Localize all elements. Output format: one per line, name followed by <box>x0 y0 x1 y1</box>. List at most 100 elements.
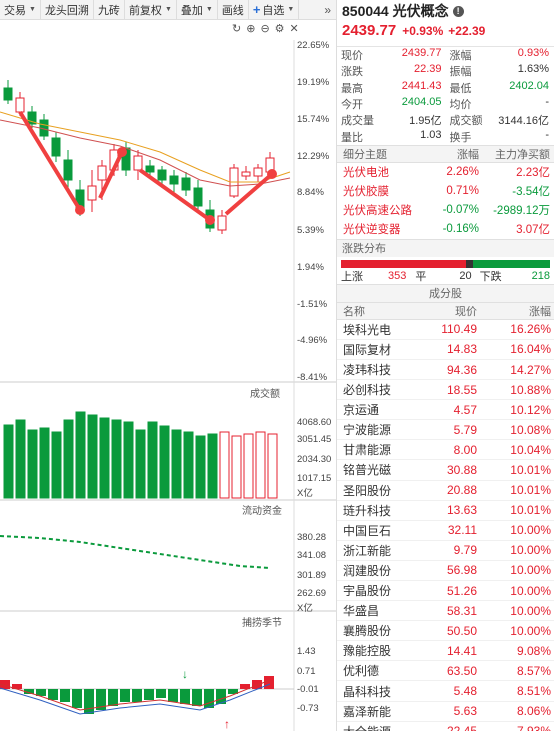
axis-label: -0.01 <box>297 684 319 695</box>
axis-label: 4068.60 <box>297 417 332 428</box>
stock-row[interactable]: 润建股份 56.98 10.00% <box>337 561 554 581</box>
change-percent: +0.93% <box>402 24 444 38</box>
stock-row[interactable]: 铭普光磁 30.88 10.01% <box>337 460 554 481</box>
stock-row[interactable]: 宁波能源 5.79 10.08% <box>337 420 554 441</box>
info-icon[interactable]: ! <box>452 5 464 17</box>
stock-row[interactable]: 国际复材 14.83 16.04% <box>337 340 554 360</box>
stock-price: 94.36 <box>446 362 477 377</box>
stock-name: 晶科科技 <box>343 684 392 699</box>
axis-label: 19.19% <box>297 77 330 88</box>
oscillator-bar <box>96 689 106 710</box>
candle-body <box>27 111 37 125</box>
current-price: 2439.77 <box>342 22 397 39</box>
topic-pct: 2.26% <box>446 166 479 179</box>
stock-row[interactable]: 大全能源22.457.93% <box>337 722 554 731</box>
stock-row[interactable]: 华盛昌 58.31 10.00% <box>337 601 554 622</box>
stock-row[interactable]: 凌玮科技 94.36 14.27% <box>337 360 554 381</box>
topic-row[interactable]: 光伏逆变器 -0.16% 3.07亿 <box>337 220 554 239</box>
stock-row[interactable]: 襄腾股份 50.50 10.00% <box>337 621 554 642</box>
more-icon[interactable]: » <box>324 2 331 17</box>
topic-row[interactable]: 光伏胶膜 0.71% -3.54亿 <box>337 182 554 201</box>
oscillator-bar <box>84 689 94 714</box>
stock-row[interactable]: 必创科技 18.55 10.88% <box>337 380 554 401</box>
stock-row[interactable]: 京运通 4.57 10.12% <box>337 400 554 421</box>
zoom-in-icon[interactable]: ⊕ <box>246 23 256 35</box>
oscillator-bar <box>132 689 142 702</box>
zoom-out-icon[interactable]: ⊖ <box>260 23 270 35</box>
price-line: 2439.77 +0.93% +22.39 <box>337 22 554 46</box>
annotation-arrow <box>98 151 124 199</box>
stock-pct: 10.12% <box>510 402 551 417</box>
overlay-menu-label: 叠加 <box>180 4 203 17</box>
topics-header-net[interactable]: 主力净买额 <box>495 148 550 161</box>
axis-label: 341.08 <box>297 550 327 561</box>
trade-menu[interactable]: 交易 ▼ <box>0 0 41 20</box>
adjust-menu[interactable]: 前复权 ▼ <box>125 0 177 20</box>
oscillator-bar <box>156 689 166 698</box>
stock-row[interactable]: 宇晶股份 51.26 10.00% <box>337 581 554 602</box>
topics-header-pct[interactable]: 涨幅 <box>457 148 479 161</box>
distribution-flat-segment <box>465 259 473 268</box>
topic-row[interactable]: 光伏高速公路 -0.07% -2989.12万 <box>337 201 554 220</box>
add-watchlist-label: 自选 <box>262 4 285 17</box>
stock-name: 中国巨石 <box>343 523 392 538</box>
ma-line <box>0 111 291 183</box>
stock-row[interactable]: 中国巨石 32.11 10.00% <box>337 521 554 541</box>
stock-price: 56.98 <box>446 563 477 578</box>
const-header-price[interactable]: 现价 <box>455 305 477 318</box>
quote-label: 涨跌 <box>341 66 363 79</box>
stock-price: 4.57 <box>453 402 477 417</box>
stock-row[interactable]: 甘肃能源 8.00 10.04% <box>337 440 554 461</box>
overlay-menu[interactable]: 叠加 ▼ <box>177 0 218 20</box>
index-header: 850044 光伏概念 ! <box>337 0 554 22</box>
candle-body <box>181 177 191 191</box>
chevron-down-icon: ▼ <box>287 6 295 13</box>
topic-row[interactable]: 光伏电池 2.26% 2.23亿 <box>337 163 554 182</box>
stock-row[interactable]: 圣阳股份 20.88 10.01% <box>337 481 554 501</box>
stock-pct: 10.00% <box>510 563 551 578</box>
kline-chart[interactable]: ↓↑ <box>0 20 336 731</box>
nine-brick-button[interactable]: 九砖 <box>94 0 125 20</box>
stock-row[interactable]: 豫能控股 14.41 9.08% <box>337 641 554 662</box>
refresh-icon[interactable]: ↻ <box>232 23 242 35</box>
stock-price: 9.79 <box>453 543 477 558</box>
stock-row[interactable]: 浙江新能 9.79 10.00% <box>337 541 554 561</box>
stock-name: 凌玮科技 <box>343 363 392 378</box>
quote-label: 最低 <box>449 82 472 95</box>
leader-backtrack-button[interactable]: 龙头回溯 <box>41 0 94 20</box>
candle-body <box>63 159 73 181</box>
stock-price: 5.63 <box>453 704 477 719</box>
volume-bar <box>87 414 98 499</box>
distribution-bar <box>341 259 550 268</box>
constituents-list: 埃科光电 110.49 16.26% 国际复材 14.83 16.04% 凌玮科技 94.36… <box>337 320 554 731</box>
axis-label: 3051.45 <box>297 434 332 445</box>
stock-row[interactable]: 优利德 63.50 8.57% <box>337 661 554 682</box>
volume-bar <box>267 433 278 499</box>
quote-label: 振幅 <box>449 66 472 79</box>
stock-pct: 10.00% <box>510 603 551 618</box>
axis-label: X亿 <box>297 603 313 614</box>
add-watchlist-button[interactable]: + 自选 ▼ <box>249 0 300 20</box>
arrow-head <box>75 205 85 215</box>
oscillator-bar <box>120 689 130 702</box>
axis-label: 8.84% <box>297 187 324 198</box>
kline-chart-area[interactable]: ↓ ↑ ↻ ⊕ ⊖ ⚙ ✕ 22.65% 19.19% 15.74% 12.29%… <box>0 20 336 731</box>
stock-row[interactable]: 嘉泽新能 5.63 8.06% <box>337 702 554 722</box>
stock-name: 国际复材 <box>343 342 392 357</box>
stock-name: 铭普光磁 <box>343 463 392 478</box>
stock-name: 华盛昌 <box>343 604 380 619</box>
stock-row[interactable]: 埃科光电 110.49 16.26% <box>337 320 554 340</box>
settings-icon[interactable]: ⚙ <box>274 23 285 35</box>
const-header-pct[interactable]: 涨幅 <box>529 305 551 318</box>
volume-panel-label: 成交额 <box>248 385 282 400</box>
up-label: 上涨 <box>341 270 363 283</box>
draw-line-button[interactable]: 画线 <box>218 0 249 20</box>
volume-bar <box>243 433 254 499</box>
stock-price: 58.31 <box>446 603 477 618</box>
stock-row[interactable]: 晶科科技 5.48 8.51% <box>337 681 554 702</box>
chart-toolbar: 交易 ▼ 龙头回溯 九砖 前复权 ▼ 叠加 ▼ 画线 + 自选 ▼ » <box>0 0 336 20</box>
stock-row[interactable]: 琏升科技 13.63 10.01% <box>337 501 554 521</box>
close-icon[interactable]: ✕ <box>289 23 299 35</box>
quote-value: 2402.04 <box>509 79 549 92</box>
quote-row: 涨跌 22.39 振幅 1.63% <box>337 63 554 79</box>
